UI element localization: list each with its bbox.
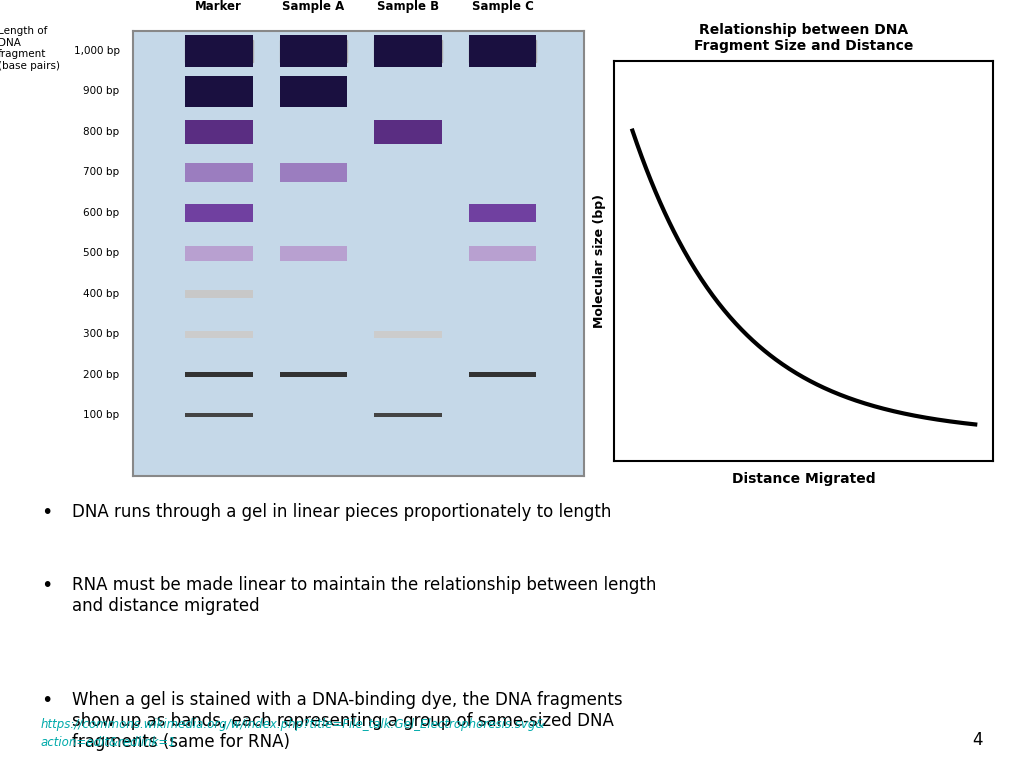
Bar	[185, 413, 253, 418]
Bar	[469, 204, 537, 222]
Bar	[185, 246, 253, 261]
X-axis label: Distance Migrated: Distance Migrated	[732, 472, 876, 486]
Text: •: •	[41, 691, 52, 710]
Bar	[280, 40, 347, 62]
Text: DNA runs through a gel in linear pieces proportionately to length: DNA runs through a gel in linear pieces …	[72, 503, 611, 521]
Bar	[280, 35, 347, 67]
Text: RNA must be made linear to maintain the relationship between length
and distance: RNA must be made linear to maintain the …	[72, 576, 656, 615]
Bar	[185, 290, 253, 297]
Text: 700 bp: 700 bp	[84, 167, 120, 177]
Bar	[185, 76, 253, 108]
Bar	[374, 35, 441, 67]
Text: action=edit&redlink=1: action=edit&redlink=1	[41, 736, 177, 749]
Bar	[374, 331, 441, 338]
Bar	[374, 40, 441, 62]
Text: Sample B: Sample B	[377, 0, 439, 13]
Text: 300 bp: 300 bp	[84, 329, 120, 339]
Text: 400 bp: 400 bp	[84, 289, 120, 299]
Text: 1,000 bp: 1,000 bp	[74, 46, 120, 56]
Bar	[374, 413, 441, 418]
Text: Marker: Marker	[196, 0, 242, 13]
Text: https://commons.wikimedia.org/w/index.php?title=File_talk:Gel_Electrophoresis.sv: https://commons.wikimedia.org/w/index.ph…	[41, 718, 546, 731]
Bar	[185, 372, 253, 377]
Text: When a gel is stained with a DNA-binding dye, the DNA fragments
show up as bands: When a gel is stained with a DNA-binding…	[72, 691, 623, 751]
Text: 100 bp: 100 bp	[84, 410, 120, 420]
Bar	[185, 35, 253, 67]
Text: 800 bp: 800 bp	[84, 127, 120, 137]
Bar	[185, 121, 253, 144]
Text: 600 bp: 600 bp	[84, 208, 120, 218]
Bar	[280, 76, 347, 108]
Bar	[280, 163, 347, 182]
Bar	[185, 204, 253, 222]
Bar	[469, 35, 537, 67]
Bar	[469, 40, 537, 62]
Bar	[469, 246, 537, 261]
Bar	[469, 372, 537, 377]
Bar	[185, 163, 253, 182]
Text: Sample C: Sample C	[472, 0, 534, 13]
Bar	[280, 246, 347, 261]
Text: 4: 4	[973, 731, 983, 749]
Text: 200 bp: 200 bp	[84, 370, 120, 380]
Text: •: •	[41, 503, 52, 522]
Title: Relationship between DNA
Fragment Size and Distance: Relationship between DNA Fragment Size a…	[694, 23, 913, 53]
Text: •: •	[41, 576, 52, 595]
Bar	[280, 372, 347, 377]
Text: Sample A: Sample A	[283, 0, 344, 13]
Bar	[185, 40, 253, 62]
Y-axis label: Molecular size (bp): Molecular size (bp)	[593, 194, 606, 328]
Text: Length of
DNA
fragment
(base pairs): Length of DNA fragment (base pairs)	[0, 26, 60, 71]
Bar	[185, 331, 253, 338]
Text: 500 bp: 500 bp	[84, 248, 120, 259]
Text: 900 bp: 900 bp	[84, 87, 120, 97]
Bar	[374, 121, 441, 144]
